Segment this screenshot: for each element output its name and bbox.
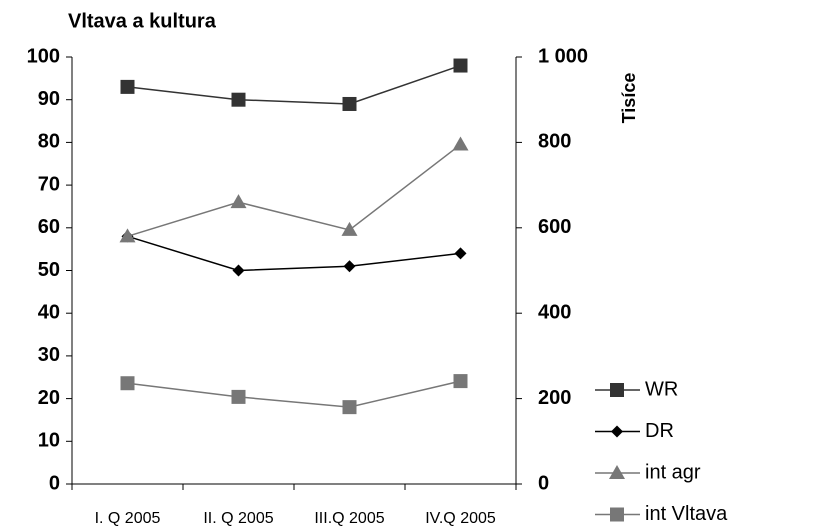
y-tick-label: 50 — [38, 259, 60, 281]
y2-tick-label: 400 — [538, 301, 571, 323]
data-point — [342, 96, 357, 111]
data-point — [454, 247, 467, 260]
legend-marker — [610, 383, 624, 397]
data-point — [342, 400, 357, 415]
y-tick-label: 70 — [38, 173, 60, 195]
y-tick-label: 90 — [38, 88, 60, 110]
x-tick-label: II. Q 2005 — [203, 510, 273, 527]
y2-tick-label: 200 — [538, 387, 571, 409]
legend-marker — [610, 507, 624, 522]
data-point — [343, 260, 356, 273]
y-tick-label: 100 — [27, 45, 60, 67]
y-tick-label: 0 — [49, 472, 60, 494]
x-tick-label: I. Q 2005 — [95, 510, 161, 527]
y-tick-label: 10 — [38, 430, 60, 452]
data-point — [232, 264, 245, 277]
y2-tick-label: 0 — [538, 472, 549, 494]
legend-label: WR — [645, 378, 678, 400]
y2-axis-label: Tisíce — [619, 73, 639, 124]
data-point — [453, 58, 468, 73]
y-tick-label: 60 — [38, 216, 60, 238]
data-point — [341, 221, 358, 236]
series-line — [127, 64, 461, 105]
x-tick-label: III.Q 2005 — [314, 510, 384, 527]
data-point — [120, 79, 135, 94]
data-point — [452, 136, 469, 151]
data-point — [119, 228, 136, 243]
y2-tick-label: 800 — [538, 131, 571, 153]
data-point — [230, 194, 247, 209]
y-tick-label: 30 — [38, 344, 60, 366]
y2-tick-label: 600 — [538, 216, 571, 238]
legend-marker — [609, 465, 625, 479]
series-line — [127, 380, 461, 408]
data-point — [231, 389, 246, 404]
series-line — [127, 235, 461, 272]
y2-tick-label: 1 000 — [538, 45, 588, 67]
legend-label: int agr — [645, 461, 701, 483]
legend-label: DR — [645, 420, 674, 442]
series-line — [127, 143, 461, 238]
data-point — [120, 376, 135, 391]
data-point — [231, 92, 246, 107]
data-point — [453, 374, 468, 389]
y-tick-label: 80 — [38, 131, 60, 153]
legend-marker — [611, 425, 623, 438]
chart-title: Vltava a kultura — [68, 10, 217, 32]
x-tick-label: IV.Q 2005 — [425, 510, 496, 527]
legend-label: int Vltava — [645, 503, 728, 525]
y-tick-label: 20 — [38, 387, 60, 409]
y-tick-label: 40 — [38, 301, 60, 323]
